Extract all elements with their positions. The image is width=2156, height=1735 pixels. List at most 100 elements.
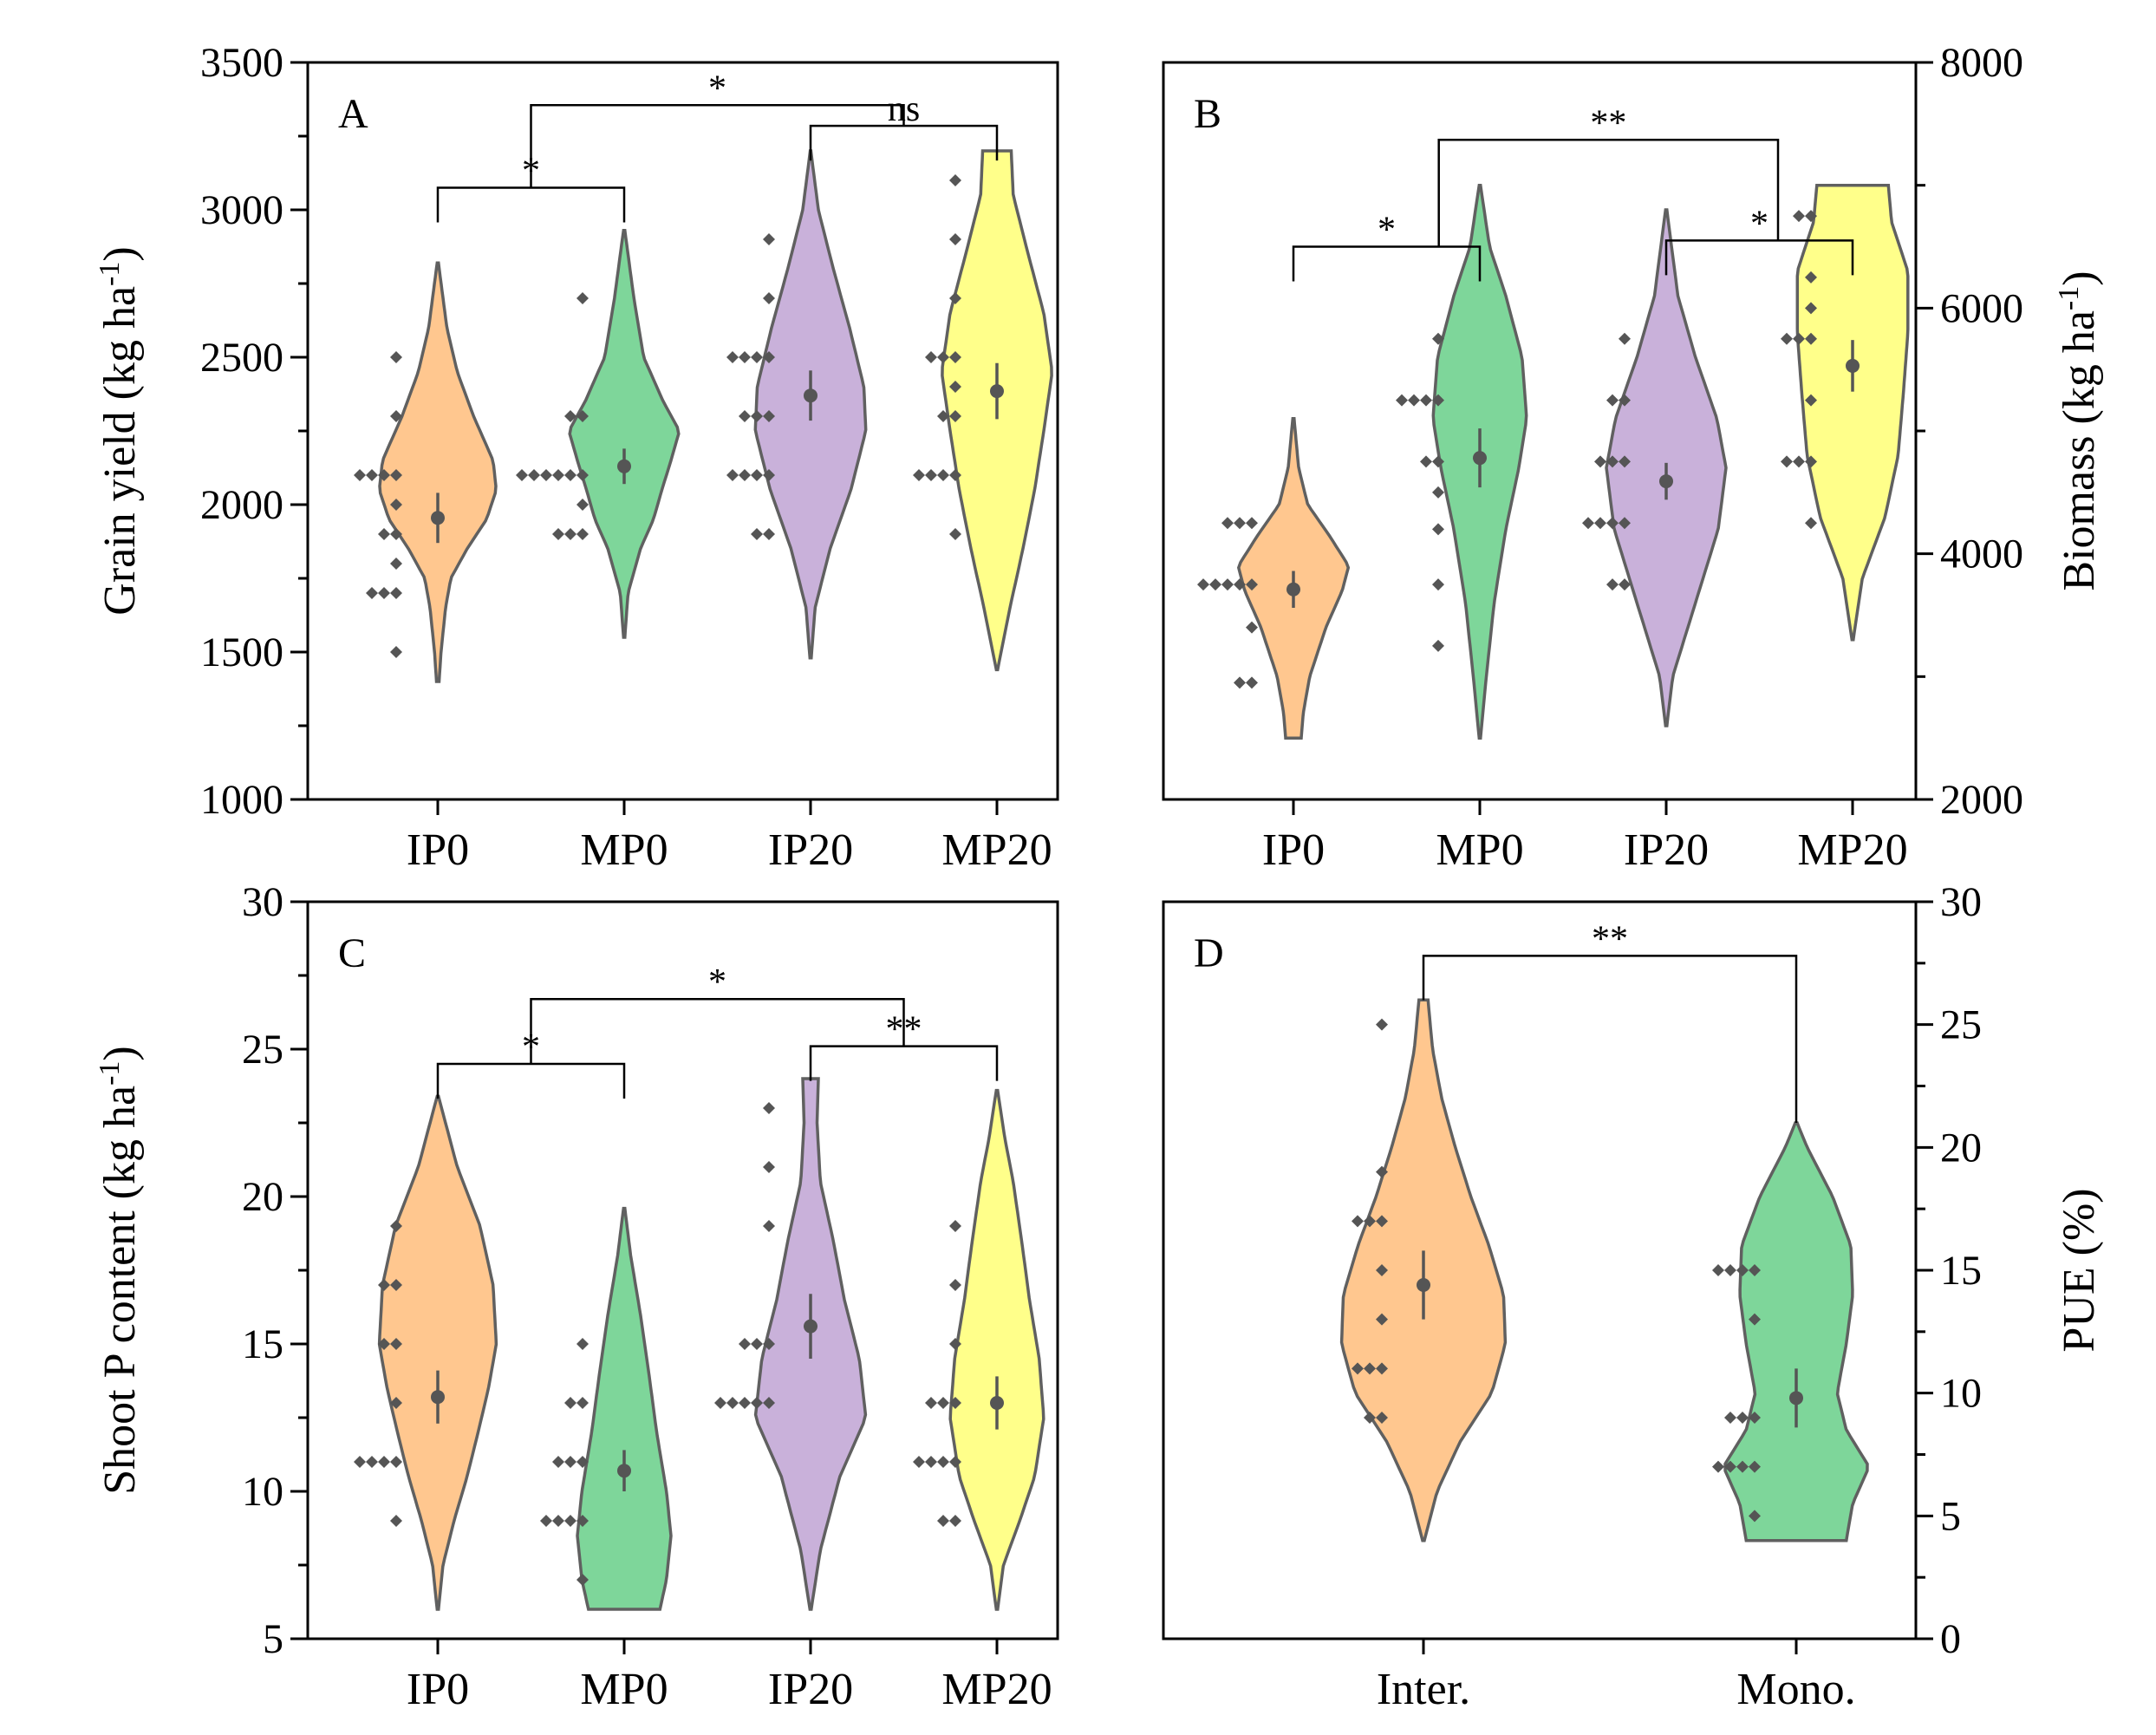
data-point <box>564 410 576 422</box>
data-point <box>366 469 378 481</box>
y-tick-label: 3500 <box>200 40 283 86</box>
data-point <box>1364 1215 1376 1228</box>
x-tick-label: MP20 <box>1797 825 1907 875</box>
data-point <box>1606 455 1619 468</box>
data-point <box>751 1338 763 1350</box>
data-point <box>1594 517 1606 530</box>
y-tick-label: 0 <box>1940 1616 1961 1662</box>
x-tick-label: Mono. <box>1736 1665 1855 1714</box>
data-point <box>1376 1018 1388 1031</box>
violin-mp20 <box>1795 183 1910 642</box>
data-point <box>937 1456 949 1468</box>
panel-label: D <box>1194 930 1224 976</box>
y-tick-label: 15 <box>1940 1248 1982 1294</box>
mean-marker <box>1417 1278 1430 1292</box>
data-point <box>1376 1165 1388 1178</box>
significance-label: * <box>708 962 726 1002</box>
data-point <box>1619 394 1631 407</box>
data-point <box>576 499 589 511</box>
data-point <box>714 1397 726 1409</box>
y-axis-label-text: Shoot P content (kg ha <box>95 1086 145 1495</box>
data-point <box>1606 394 1619 407</box>
data-point <box>763 1102 775 1114</box>
data-point <box>726 1397 739 1409</box>
data-point <box>1364 1412 1376 1424</box>
data-point <box>378 528 390 540</box>
data-point <box>937 410 949 422</box>
data-point <box>949 1338 961 1350</box>
data-point <box>354 469 366 481</box>
data-point <box>1793 210 1805 223</box>
mean-marker <box>617 1464 631 1478</box>
data-point <box>751 1397 763 1409</box>
y-tick-label: 20 <box>242 1174 283 1220</box>
y-tick-label: 10 <box>1940 1371 1982 1417</box>
panel-a: 1000 1500 2000 2500 3000 3500 IP0 MP0 IP20 MP20 Gr… <box>94 40 1059 875</box>
data-point <box>378 1279 390 1291</box>
violin-mp0 <box>568 229 681 639</box>
data-point <box>576 1574 589 1586</box>
data-point <box>751 410 763 422</box>
mean-marker <box>1846 358 1860 373</box>
data-point <box>564 1456 576 1468</box>
data-point <box>1749 1510 1761 1523</box>
significance-bracket-group <box>1437 139 1780 247</box>
mean-marker <box>431 1390 445 1405</box>
data-point <box>937 469 949 481</box>
x-tick-label: MP20 <box>941 825 1052 875</box>
significance-label: * <box>1750 204 1768 244</box>
data-point <box>925 1456 937 1468</box>
data-point <box>564 469 576 481</box>
data-point <box>1432 455 1444 468</box>
data-point <box>552 1515 564 1527</box>
data-point <box>763 1220 775 1232</box>
y-tick-label: 3000 <box>200 187 283 233</box>
data-point <box>1805 455 1817 468</box>
data-point <box>937 1515 949 1527</box>
data-point <box>354 1456 366 1468</box>
data-point <box>1246 621 1258 634</box>
y-axis-label-superscript: -1 <box>94 1061 126 1086</box>
significance-label: * <box>708 68 726 108</box>
data-point <box>1781 455 1793 468</box>
data-point <box>1432 639 1444 652</box>
data-point <box>1619 517 1631 530</box>
y-axis-label-superscript: -1 <box>94 262 126 286</box>
violin-mp0 <box>576 1206 673 1611</box>
data-point <box>1736 1264 1749 1276</box>
data-point <box>751 528 763 540</box>
data-point <box>576 469 589 481</box>
data-point <box>378 1338 390 1350</box>
data-point <box>378 469 390 481</box>
significance-label: ** <box>1592 919 1628 959</box>
significance-bracket-group <box>530 104 905 188</box>
data-point <box>1376 1313 1388 1326</box>
data-point <box>949 1279 961 1291</box>
y-tick-label: 2000 <box>1940 777 2023 823</box>
x-tick-label: MP0 <box>580 825 668 875</box>
data-point <box>390 1279 402 1291</box>
data-point <box>528 469 540 481</box>
data-point <box>1197 578 1209 591</box>
data-point <box>763 1161 775 1173</box>
y-tick-label: 1000 <box>200 777 283 823</box>
data-point <box>1432 578 1444 591</box>
y-axis-label: Grain yield (kg ha-1) <box>94 246 146 615</box>
significance-label: * <box>1378 211 1396 251</box>
data-point <box>540 469 552 481</box>
data-point <box>552 528 564 540</box>
y-axis-label-close: ) <box>95 246 145 261</box>
data-point <box>1234 517 1246 530</box>
data-point <box>390 1220 402 1232</box>
data-point <box>739 410 751 422</box>
data-point <box>540 1515 552 1527</box>
data-point <box>1793 455 1805 468</box>
data-point <box>1432 332 1444 345</box>
data-point <box>1606 578 1619 591</box>
violin-ip0 <box>378 261 498 683</box>
data-point <box>390 646 402 658</box>
mean-marker <box>1789 1391 1803 1406</box>
data-point <box>1209 578 1221 591</box>
data-point <box>1736 1460 1749 1473</box>
data-point <box>564 1515 576 1527</box>
